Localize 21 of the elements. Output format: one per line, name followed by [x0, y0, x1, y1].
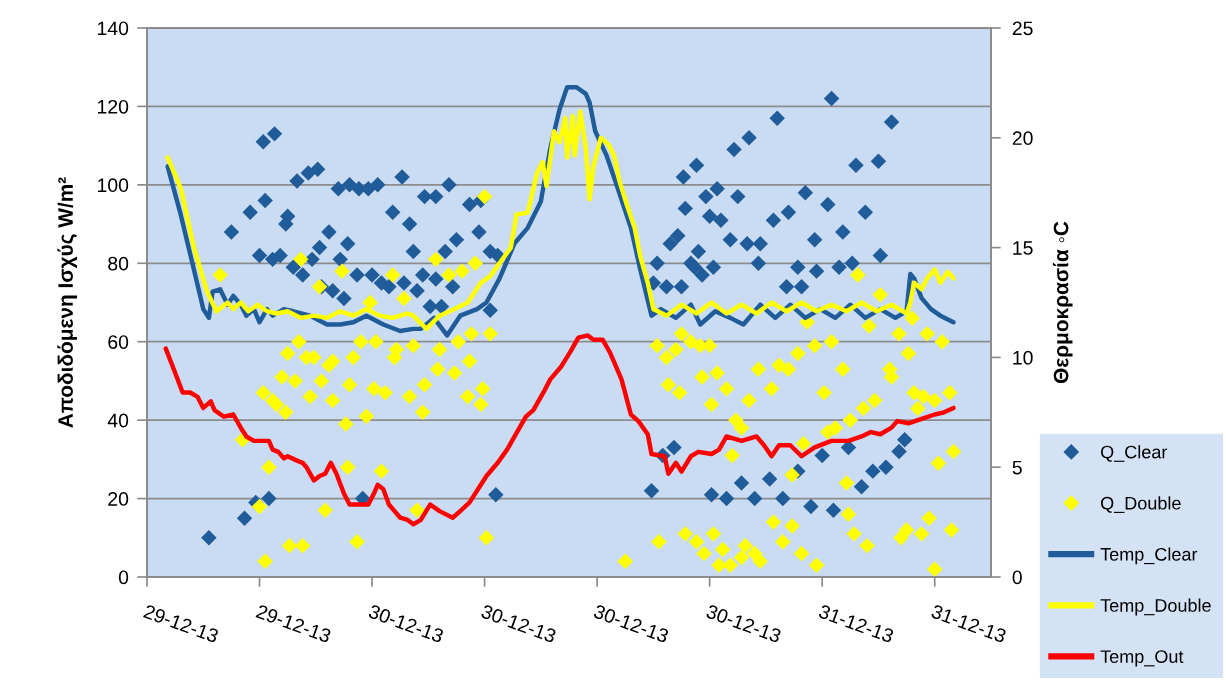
- y2-tick-label: 0: [1012, 570, 1022, 585]
- y-tick-label: 140: [97, 21, 129, 36]
- legend-label: Q_Double: [1101, 496, 1181, 513]
- y-tick-label: 120: [97, 99, 129, 114]
- y-tick-label: 100: [97, 178, 129, 193]
- y-tick-label: 20: [108, 492, 129, 506]
- legend-label: Temp_Out: [1100, 650, 1184, 667]
- y-tick-label: 60: [108, 335, 129, 349]
- y-axis-title: Αποδιδόμενη Ισχύς W/m²: [57, 177, 78, 428]
- y-tick-label: 0: [118, 570, 129, 585]
- y2-tick-label: 15: [1013, 241, 1033, 255]
- y2-tick-label: 5: [1012, 460, 1022, 475]
- y-tick-label: 80: [108, 256, 129, 271]
- legend-label: Temp_Double: [1100, 598, 1211, 616]
- y2-tick-label: 20: [1012, 131, 1033, 146]
- y2-tick-label: 10: [1013, 350, 1033, 365]
- y-tick-label: 40: [107, 413, 129, 428]
- y2-tick-label: 25: [1012, 21, 1033, 36]
- legend-label: Temp_Clear: [1100, 547, 1198, 565]
- legend-label: Q_Clear: [1101, 445, 1168, 462]
- y2-axis-title: Θερμοκρασία ◦C: [1052, 221, 1073, 384]
